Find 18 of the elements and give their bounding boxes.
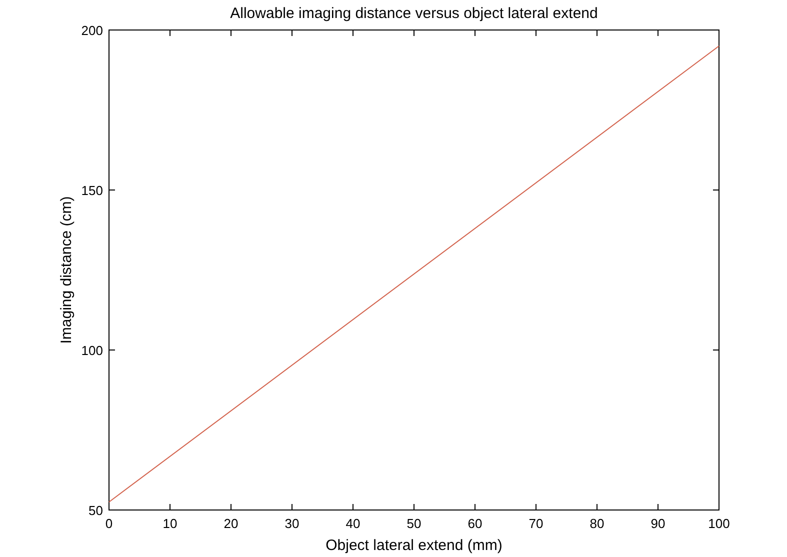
chart-title: Allowable imaging distance versus object lateral extend	[230, 5, 598, 22]
x-tick-label: 90	[650, 516, 666, 531]
y-tick-label: 100	[81, 343, 103, 358]
x-tick-label: 50	[406, 516, 422, 531]
x-tick-label: 40	[346, 516, 360, 531]
x-tick-label: 30	[284, 516, 300, 531]
y-tick-label: 200	[81, 23, 103, 38]
x-axis-title: Object lateral extend (mm)	[326, 537, 502, 554]
y-tick-label: 50	[88, 503, 103, 518]
x-tick-label: 80	[590, 516, 604, 531]
x-tick-label: 60	[468, 516, 482, 531]
y-axis-title: Imaging distance (cm)	[58, 196, 75, 344]
y-tick-label: 150	[81, 183, 103, 198]
x-tick-label: 20	[224, 516, 238, 531]
x-tick-label: 70	[528, 516, 544, 531]
x-tick-label: 100	[708, 516, 730, 531]
x-tick-label: 10	[162, 516, 178, 531]
x-tick-label: 0	[105, 516, 113, 531]
